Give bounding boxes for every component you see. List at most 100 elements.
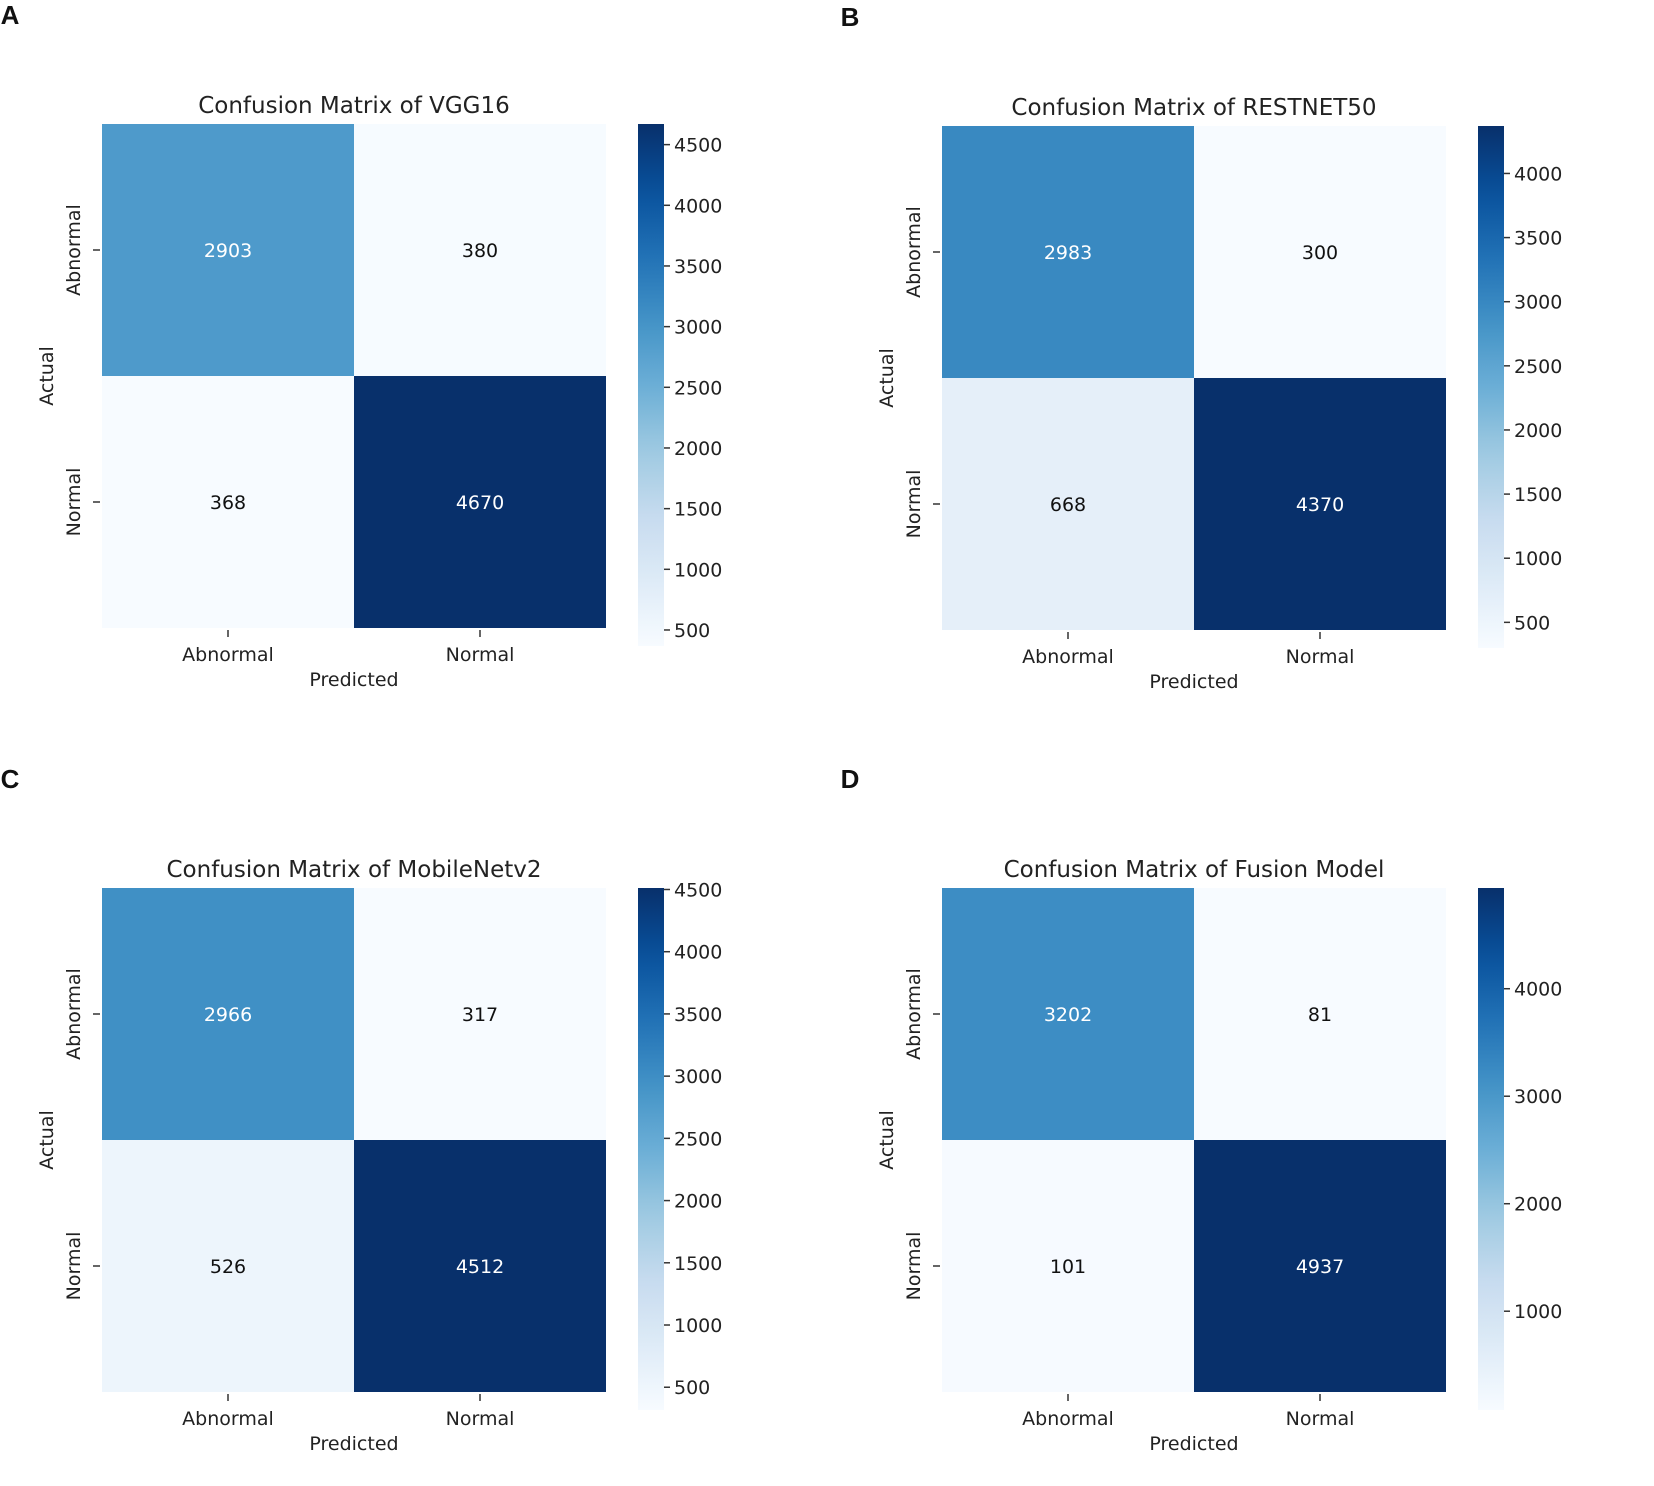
cell-value-label: 81 [1308,1004,1332,1026]
x-axis-label: Predicted [309,669,398,691]
panel-d: D Confusion Matrix of Fusion Model 3202 81 1… [841,764,1563,1455]
y-tick-label: Abnormal [63,204,85,296]
heatmap-cell-abnormal-abnormal [102,124,354,376]
chart-title: Confusion Matrix of Fusion Model [1004,857,1385,883]
heatmap-cell-abnormal-abnormal [942,126,1194,378]
heatmap-cell-normal-normal [1194,378,1446,630]
y-tick-label: Normal [903,1232,925,1301]
cell-value-label: 2983 [1044,242,1092,264]
panel-a: A Confusion Matrix of VGG16 2903 380 368 4670… [1,0,723,691]
y-axis-label: Actual [876,1110,898,1170]
panel-c: C Confusion Matrix of MobileNetv2 2966 317 5… [1,764,723,1455]
cell-value-label: 668 [1050,494,1086,516]
cell-value-label: 3202 [1044,1004,1092,1026]
heatmap-cell-abnormal-normal [354,888,606,1140]
cell-value-label: 4937 [1296,1256,1344,1278]
colorbar [1478,888,1504,1410]
heatmap-cell-abnormal-abnormal [102,888,354,1140]
colorbar-tick-label: 3000 [1514,292,1562,314]
colorbar-tick-label: 3500 [674,256,722,278]
cell-value-label: 526 [210,1256,246,1278]
x-tick-label: Normal [1286,1408,1355,1430]
cell-value-label: 4370 [1296,494,1344,516]
heatmap-cell-normal-normal [1194,1140,1446,1392]
colorbar-tick-label: 2000 [1514,1194,1562,1216]
colorbar-tick-label: 2500 [674,377,722,399]
heatmap-cell-normal-abnormal [942,378,1194,630]
colorbar-tick-label: 3500 [1514,228,1562,250]
heatmap-cell-abnormal-normal [1194,888,1446,1140]
heatmap-cell-abnormal-abnormal [942,888,1194,1140]
cell-value-label: 2966 [204,1004,252,1026]
colorbar-tick-label: 1000 [674,1315,722,1337]
x-axis-label: Predicted [1149,671,1238,693]
heatmap-cell-normal-abnormal [102,376,354,628]
colorbar-tick-label: 4500 [674,879,722,901]
colorbar-tick-label: 4500 [674,135,722,157]
colorbar-tick-label: 500 [674,1377,710,1399]
colorbar-tick-label: 1500 [1514,484,1562,506]
chart-title: Confusion Matrix of VGG16 [198,93,510,119]
colorbar-tick-label: 3000 [1514,1086,1562,1108]
colorbar-tick-label: 2000 [674,1191,722,1213]
colorbar-tick-label: 3500 [674,1004,722,1026]
x-axis-label: Predicted [1149,1433,1238,1455]
y-tick-label: Normal [63,1232,85,1301]
cell-value-label: 317 [462,1004,498,1026]
y-tick-label: Abnormal [903,206,925,298]
cell-value-label: 368 [210,492,246,514]
cell-value-label: 380 [462,240,498,262]
colorbar [638,124,664,646]
colorbar-tick-label: 2500 [674,1128,722,1150]
cell-value-label: 2903 [204,240,252,262]
colorbar [638,888,664,1410]
y-axis-label: Actual [36,346,58,406]
y-tick-label: Normal [63,468,85,537]
chart-title: Confusion Matrix of RESTNET50 [1011,95,1376,121]
heatmap-cell-abnormal-normal [354,124,606,376]
colorbar-tick-label: 1500 [674,1253,722,1275]
chart-title: Confusion Matrix of MobileNetv2 [167,857,542,883]
colorbar-tick-label: 3000 [674,317,722,339]
x-tick-label: Normal [446,1408,515,1430]
cell-value-label: 4670 [456,492,504,514]
panel-letter: B [841,2,860,32]
heatmap-cell-normal-normal [354,1140,606,1392]
heatmap-cell-normal-abnormal [942,1140,1194,1392]
colorbar-tick-label: 4000 [674,942,722,964]
x-tick-label: Normal [1286,646,1355,668]
cell-value-label: 4512 [456,1256,504,1278]
colorbar-tick-label: 4000 [1514,979,1562,1001]
colorbar-tick-label: 2500 [1514,356,1562,378]
colorbar-tick-label: 1000 [1514,548,1562,570]
panel-letter: C [1,764,20,794]
x-tick-label: Abnormal [182,1408,274,1430]
x-tick-label: Abnormal [182,644,274,666]
y-axis-label: Actual [36,1110,58,1170]
x-axis-label: Predicted [309,1433,398,1455]
x-tick-label: Abnormal [1022,1408,1114,1430]
colorbar-tick-label: 1000 [674,559,722,581]
cell-value-label: 101 [1050,1256,1086,1278]
colorbar-tick-label: 4000 [674,195,722,217]
y-axis-label: Actual [876,348,898,408]
panel-letter: A [1,0,20,30]
colorbar-tick-label: 1500 [674,499,722,521]
y-tick-label: Abnormal [63,968,85,1060]
colorbar [1478,126,1504,648]
y-tick-label: Normal [903,470,925,539]
colorbar-tick-label: 500 [674,620,710,642]
heatmap-cell-abnormal-normal [1194,126,1446,378]
colorbar-tick-label: 500 [1514,612,1550,634]
colorbar-tick-label: 3000 [674,1066,722,1088]
colorbar-tick-label: 4000 [1514,163,1562,185]
x-tick-label: Abnormal [1022,646,1114,668]
heatmap-cell-normal-normal [354,376,606,628]
colorbar-tick-label: 2000 [674,438,722,460]
panel-b: B Confusion Matrix of RESTNET50 2983 300 668… [841,2,1563,693]
y-tick-label: Abnormal [903,968,925,1060]
colorbar-tick-label: 1000 [1514,1301,1562,1323]
panel-letter: D [841,764,860,794]
x-tick-label: Normal [446,644,515,666]
